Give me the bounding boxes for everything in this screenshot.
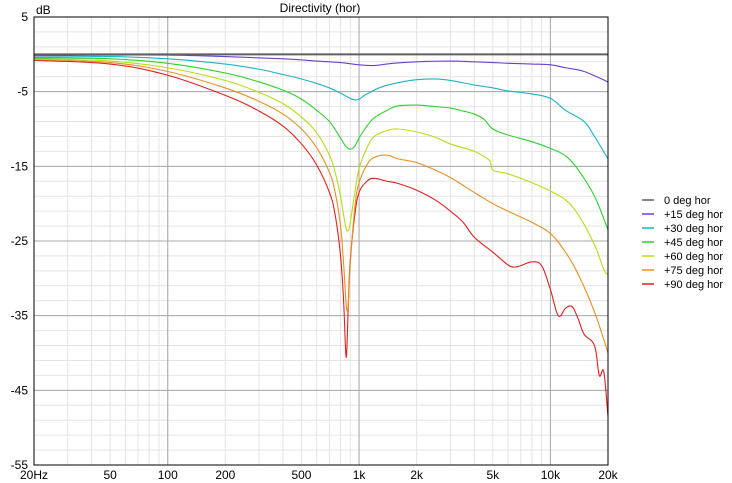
y-tick-label: -35 xyxy=(11,309,29,323)
x-tick-label: 20Hz xyxy=(20,468,48,482)
series-line-6 xyxy=(33,59,609,417)
series-line-4 xyxy=(33,58,609,276)
x-tick-label: 1k xyxy=(353,468,367,482)
y-tick-label: -25 xyxy=(11,234,29,248)
y-tick-label: 5 xyxy=(21,10,28,24)
legend-entry: 0 deg hor xyxy=(664,195,711,207)
legend: 0 deg hor +15 deg hor +30 deg hor +45 deg h… xyxy=(642,195,723,291)
chart-title: Directivity (hor) xyxy=(280,1,361,15)
y-tick-label: -5 xyxy=(17,85,28,99)
x-tick-label: 2k xyxy=(410,468,424,482)
series-layer xyxy=(33,53,609,417)
legend-entry: +15 deg hor xyxy=(664,209,723,221)
legend-entry: +30 deg hor xyxy=(664,223,723,235)
legend-entry: +90 deg hor xyxy=(664,279,723,291)
legend-entry: +45 deg hor xyxy=(664,237,723,249)
y-axis-unit-label: dB xyxy=(36,3,51,17)
series-line-2 xyxy=(33,55,609,160)
plot-frame xyxy=(33,16,609,466)
legend-entry: +60 deg hor xyxy=(664,251,723,263)
series-line-3 xyxy=(33,57,609,231)
y-tick-label: -45 xyxy=(11,383,29,397)
x-tick-label: 100 xyxy=(158,468,178,482)
series-line-1 xyxy=(33,54,609,83)
x-tick-label: 20k xyxy=(598,468,618,482)
x-tick-label: 50 xyxy=(103,468,117,482)
x-tick-label: 500 xyxy=(291,468,311,482)
y-axis-ticks: 5 -5 -15 -25 -35 -45 -55 xyxy=(11,10,29,472)
x-tick-label: 10k xyxy=(541,468,561,482)
x-tick-label: 200 xyxy=(215,468,235,482)
series-line-5 xyxy=(33,59,609,354)
y-tick-label: -55 xyxy=(11,458,29,472)
x-axis-ticks: 20Hz 50 100 200 500 1k 2k 5k 10k 20k xyxy=(20,468,619,482)
x-tick-label: 5k xyxy=(486,468,500,482)
legend-entry: +75 deg hor xyxy=(664,265,723,277)
y-tick-label: -15 xyxy=(11,159,29,173)
